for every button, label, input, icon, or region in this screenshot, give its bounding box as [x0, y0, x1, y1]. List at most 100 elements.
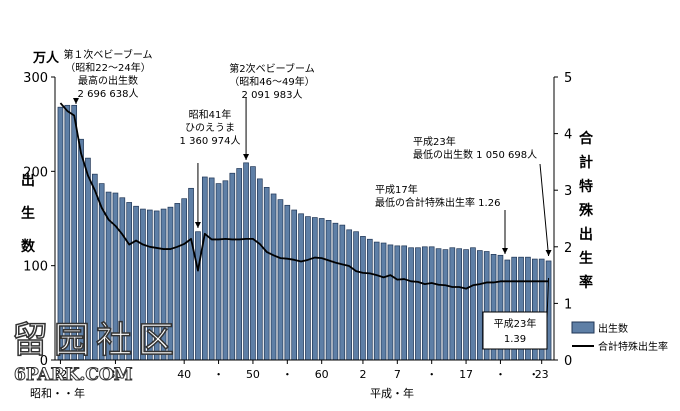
bar [277, 199, 284, 361]
bar [325, 220, 332, 361]
bars-layer [57, 104, 552, 361]
bar [476, 250, 483, 361]
x-tick-label: 17 [459, 368, 473, 381]
bar [394, 245, 401, 361]
x-tick-label: 50 [246, 368, 260, 381]
bar [188, 187, 194, 361]
bar [215, 183, 222, 361]
annotation-lowest-tfr: 最低の合計特殊出生率 1.26 [375, 196, 500, 209]
bar [401, 245, 408, 361]
legend-bar-label: 出生数 [598, 322, 628, 335]
watermark-text: 留园社区 [12, 320, 180, 361]
pointer-lowest-births-head [545, 250, 552, 256]
x-tick-label: 7 [394, 368, 401, 381]
left-tick-label: 300 [23, 71, 48, 86]
bar [421, 246, 428, 361]
bar [435, 248, 442, 361]
bar [318, 218, 325, 361]
annotation-hinoeuma: ひのえうま [185, 122, 235, 134]
annotation-first-babyboom: （昭和22～24年） [65, 61, 150, 74]
bar [373, 241, 380, 361]
axes-layer [51, 76, 558, 364]
bar [284, 204, 291, 361]
pointer-lowest-births [539, 163, 550, 257]
bar [208, 177, 215, 361]
annotation-first-babyboom: 第１次ベビーブーム [63, 48, 152, 61]
legend-bar-swatch [571, 321, 595, 334]
annotation-second-babyboom: （昭和46～49年） [229, 75, 314, 88]
bar [387, 244, 394, 361]
annotation-second-babyboom: 第2次ベビーブーム [229, 62, 314, 75]
left-axis-label-char: 生 [21, 205, 35, 222]
right-tick-label: 3 [564, 184, 572, 199]
annotation-first-babyboom: 最高の出生数 [78, 74, 138, 87]
bar [305, 216, 311, 361]
left-axis-unit: 万人 [32, 50, 60, 66]
annotation-lowest-births: 平成23年 [413, 135, 456, 148]
bar [222, 180, 229, 361]
bar [408, 247, 414, 361]
bar [181, 198, 188, 361]
x-tick-label: ・ [213, 368, 224, 381]
bar [415, 247, 421, 361]
bar [311, 217, 318, 361]
right-axis-label-char: 率 [579, 274, 593, 291]
bar [298, 213, 304, 361]
era-label-showa: 昭和・・年 [30, 386, 85, 400]
right-tick-label: 0 [564, 354, 572, 369]
right-tick-label: 5 [564, 71, 572, 86]
pointer-first-babyboom-head [73, 98, 79, 104]
bar [270, 193, 277, 361]
pointer-lowest-tfr-head [502, 248, 508, 254]
bar [346, 229, 353, 361]
x-tick-label: 22 [53, 368, 67, 381]
watermark-url: 6PARK.COM [14, 365, 133, 385]
bar [243, 162, 249, 361]
bar [360, 236, 366, 361]
x-tick-label: 30 [108, 368, 122, 381]
bar [380, 242, 387, 361]
bar [332, 222, 339, 361]
left-tick-label: 200 [23, 165, 48, 180]
pointer-second-babyboom-head [243, 154, 250, 160]
x-tick-label: ・ [426, 368, 437, 381]
bar [263, 187, 270, 361]
annotation-lowest-births: 最低の出生数 1 050 698人 [413, 148, 537, 161]
bar [291, 209, 298, 361]
tfr-line-layer [59, 102, 549, 290]
left-tick-label: 0 [40, 354, 48, 369]
callout-box [482, 311, 548, 350]
right-tick-label: 1 [564, 297, 572, 312]
era-label-heisei: 平成・年 [370, 386, 414, 400]
x-tick-label: ・ [282, 368, 293, 381]
pointer-hinoeuma-head [194, 222, 201, 228]
bar [353, 231, 359, 361]
bar [428, 246, 435, 361]
right-tick-label: 4 [564, 128, 572, 143]
x-tick-label: ・ [495, 368, 506, 381]
x-tick-label: 40 [177, 368, 191, 381]
bar [449, 247, 456, 361]
callout-year: 平成23年 [494, 317, 537, 330]
callout-value: 1.39 [504, 334, 526, 345]
bar [442, 249, 449, 361]
x-tick-label: 2 [359, 368, 366, 381]
right-axis-label-char: 出 [579, 226, 593, 243]
x-tick-label: 23 [535, 368, 549, 381]
bar [470, 247, 476, 361]
annotation-first-babyboom: 2 696 638人 [78, 88, 139, 100]
bar [463, 249, 469, 361]
x-tick-label-dot: ・ [528, 368, 539, 381]
bar [195, 231, 201, 361]
annotation-hinoeuma: 1 360 974人 [180, 135, 241, 147]
left-axis-label-char: 出 [21, 172, 35, 189]
right-axis-label-char: 殊 [579, 203, 594, 219]
x-tick-label: 60 [315, 368, 329, 381]
right-axis-label-char: 計 [579, 154, 593, 171]
annotation-second-babyboom: 2 091 983人 [242, 89, 303, 101]
right-tick-label: 2 [564, 241, 572, 256]
bar [229, 172, 236, 361]
bar [366, 238, 373, 361]
bar [256, 178, 263, 361]
